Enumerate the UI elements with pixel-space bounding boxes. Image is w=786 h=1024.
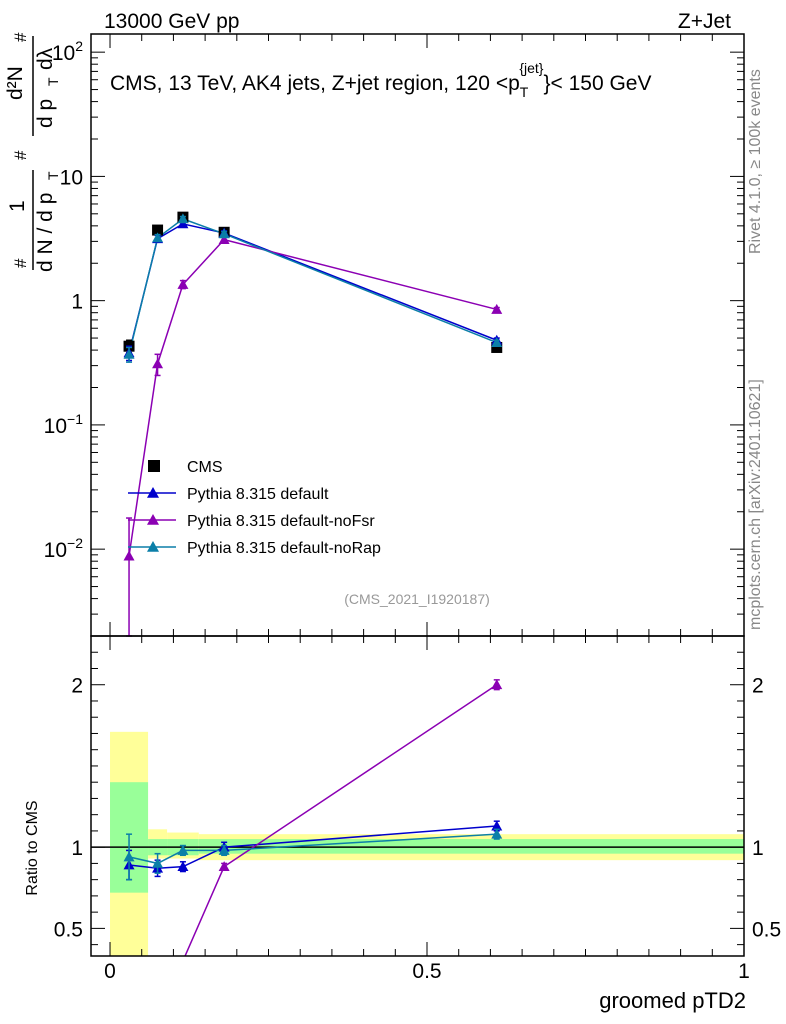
ratio-series-lines — [128, 684, 498, 956]
mcplots-label: mcplots.cern.ch [arXiv:2401.10621] — [747, 379, 764, 630]
ratio-point-pythia-8-315-default-nofsr — [218, 861, 230, 872]
plot-title-sub: T — [520, 84, 529, 100]
point-pythia-8-315-default-nofsr — [177, 278, 189, 289]
y-label-denominator-2: d p — [34, 99, 57, 128]
y-tick-label: 10−1 — [44, 411, 84, 438]
y-label-hash-j: # — [11, 32, 30, 42]
x-axis-label: groomed pTD2 — [599, 988, 746, 1013]
ratio-point-pythia-8-315-default-nofsr — [491, 679, 503, 690]
point-pythia-8-315-default-norap — [218, 228, 230, 239]
x-tick-label: 0 — [104, 960, 116, 983]
plot-title-main: CMS, 13 TeV, AK4 jets, Z+jet region, 120… — [110, 72, 520, 95]
ratio-y-tick-label-right: 0.5 — [752, 918, 781, 941]
ratio-y-tick-label: 2 — [71, 675, 83, 698]
point-pythia-8-315-default — [177, 218, 189, 229]
legend-label-pythia-8-315-default-nofsr: Pythia 8.315 default-noFsr — [187, 513, 375, 530]
band-green — [198, 839, 744, 854]
y-axis-label: # 1 d N / d p T # d²N d p T dλ # — [4, 32, 61, 272]
legend-label-pythia-8-315-default-norap: Pythia 8.315 default-noRap — [187, 540, 381, 557]
plot-title-tail: }< 150 GeV — [543, 72, 651, 95]
legend-marker-pythia-8-315-default-norap — [147, 541, 159, 552]
ratio-line-pythia-8-315-default-nofsr — [184, 684, 498, 956]
ratio-series-markers — [123, 679, 503, 881]
ratio-point-pythia-8-315-default-norap — [123, 851, 135, 862]
point-pythia-8-315-default-norap — [123, 348, 135, 359]
y-label-hash-e: # — [11, 150, 30, 160]
y-label-numerator-2: d²N — [4, 66, 27, 100]
legend-marker-cms — [148, 460, 160, 472]
legend-label-cms: CMS — [187, 459, 223, 476]
header-left: 13000 GeV pp — [104, 10, 239, 33]
y-label-numerator: 1 — [6, 200, 29, 212]
rivet-label: Rivet 4.1.0, ≥ 100k events — [747, 69, 764, 254]
ratio-y-tick-label-right: 2 — [752, 675, 764, 698]
y-label-denominator-sub: T — [45, 171, 61, 180]
point-cms — [152, 224, 164, 236]
point-pythia-8-315-default-nofsr — [152, 358, 164, 369]
ratio-uncertainty-bands — [110, 731, 744, 956]
y-tick-label: 10 — [60, 166, 83, 189]
ratio-point-pythia-8-315-default-norap — [491, 828, 503, 839]
plot-title: CMS, 13 TeV, AK4 jets, Z+jet region, 120… — [110, 60, 651, 100]
main-plot: 10−2 10−1 1 10 102 CMS, 13 TeV, AK4 jets, Z+… — [4, 32, 745, 637]
y-label-dlambda: dλ — [34, 47, 57, 70]
legend: CMS Pythia 8.315 default Pythia 8.315 defa… — [128, 459, 381, 557]
y-label-hash-a: # — [11, 258, 30, 268]
point-pythia-8-315-default-norap — [177, 213, 189, 224]
point-pythia-8-315-default-nofsr — [218, 234, 230, 245]
header-right: Z+Jet — [678, 10, 731, 33]
main-axes: 10−2 10−1 1 10 102 — [44, 33, 745, 637]
ratio-point-pythia-8-315-default-norap — [177, 844, 189, 855]
main-series-markers — [123, 211, 503, 637]
x-tick-label: 0.5 — [412, 960, 441, 983]
legend-marker-pythia-8-315-default — [147, 487, 159, 498]
point-pythia-8-315-default-nofsr — [491, 303, 503, 314]
x-tick-label: 1 — [738, 960, 750, 983]
ratio-point-pythia-8-315-default-norap — [152, 857, 164, 868]
point-pythia-8-315-default-norap — [152, 232, 164, 243]
main-series-lines — [128, 218, 498, 557]
ratio-axes: 0.5 0.51 12 20 0.5 1 — [54, 635, 781, 983]
ratio-point-pythia-8-315-default — [491, 820, 503, 831]
ratio-frame — [90, 635, 745, 957]
y-label-denominator: d N / d p — [34, 193, 57, 272]
y-tick-label: 10−2 — [44, 535, 84, 562]
plot-title-sup: {jet} — [519, 60, 543, 76]
watermark: (CMS_2021_I1920187) — [344, 591, 490, 607]
y-tick-label: 102 — [52, 38, 83, 65]
ratio-y-tick-label: 1 — [71, 837, 83, 860]
point-cms — [491, 341, 503, 353]
point-pythia-8-315-default-norap — [491, 337, 503, 347]
ratio-point-pythia-8-315-default-norap — [218, 844, 230, 855]
ratio-plot: 0.5 0.51 12 20 0.5 1 Ratio to CMS groomed pTD… — [24, 635, 781, 1013]
ratio-y-label: Ratio to CMS — [24, 800, 41, 895]
ratio-point-pythia-8-315-default — [177, 861, 189, 872]
ratio-y-tick-label-right: 1 — [752, 837, 764, 860]
y-label-denominator-2-sub: T — [45, 77, 61, 86]
ratio-y-tick-label: 0.5 — [54, 918, 83, 941]
legend-marker-pythia-8-315-default-nofsr — [147, 514, 159, 525]
y-tick-label: 1 — [71, 291, 83, 314]
point-pythia-8-315-default-nofsr — [123, 550, 135, 561]
legend-label-pythia-8-315-default: Pythia 8.315 default — [187, 486, 329, 503]
